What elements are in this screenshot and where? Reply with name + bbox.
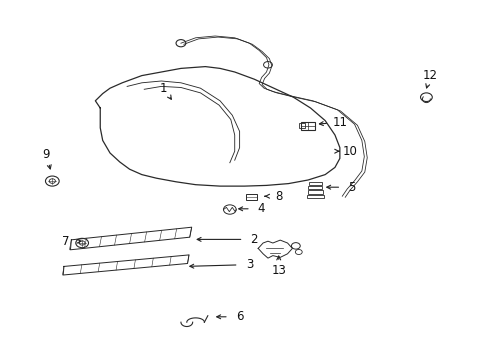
Text: 6: 6 <box>235 310 243 323</box>
Text: 7: 7 <box>62 235 70 248</box>
Text: 11: 11 <box>332 116 346 129</box>
Text: 5: 5 <box>347 181 355 194</box>
Text: 1: 1 <box>160 82 167 95</box>
Text: 12: 12 <box>422 69 437 82</box>
Text: 9: 9 <box>42 148 50 161</box>
Text: 13: 13 <box>271 264 285 276</box>
Text: 3: 3 <box>245 258 253 271</box>
Text: 4: 4 <box>257 202 265 215</box>
Text: 2: 2 <box>250 233 258 246</box>
Text: 8: 8 <box>274 190 282 203</box>
Text: 10: 10 <box>342 145 356 158</box>
